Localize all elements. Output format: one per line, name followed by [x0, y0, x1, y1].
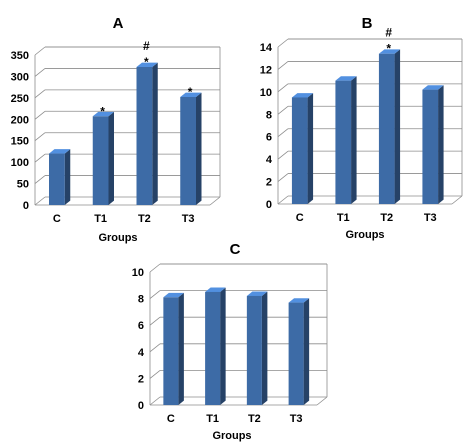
y-tick-label: 200 [11, 114, 29, 126]
significance-mark: # [385, 26, 392, 40]
x-tick-label: T1 [337, 212, 350, 224]
bar [136, 62, 158, 205]
bar [92, 111, 114, 205]
y-tick-label: 50 [17, 179, 29, 191]
bar [180, 92, 202, 205]
x-axis-title: Groups [98, 232, 137, 244]
x-tick-label: C [53, 213, 61, 225]
y-tick-label: 100 [11, 157, 29, 169]
y-tick-label: 0 [266, 199, 272, 211]
significance-mark: * [100, 104, 105, 118]
bar [422, 85, 444, 204]
y-tick-label: 0 [138, 400, 144, 412]
bar [246, 291, 268, 405]
y-tick-label: 10 [260, 87, 272, 99]
bar [291, 93, 314, 204]
x-axis-title: Groups [212, 430, 251, 442]
chart-title: A [113, 15, 124, 32]
significance-mark: * [144, 55, 149, 69]
bar [163, 292, 184, 405]
y-tick-label: 150 [11, 136, 29, 148]
bar [335, 76, 357, 204]
y-tick-label: 4 [138, 347, 145, 359]
y-tick-label: 0 [23, 200, 29, 212]
bar [49, 149, 71, 205]
chart-panel-c: C Groups 0 2 4 6 8 10 C T1 T2 T3 [132, 241, 328, 442]
chart-panel-b: B Groups 0 2 4 6 8 10 12 14 C T1 T2 # * T3 [260, 15, 463, 241]
y-tick-label: 8 [266, 109, 272, 121]
y-tick-label: 10 [132, 267, 144, 279]
chart-panel-a: A Groups 0 50 100 150 200 250 300 350 C T1 * T2 # * T3… [11, 15, 221, 244]
y-tick-label: 300 [11, 71, 29, 83]
y-tick-label: 12 [260, 64, 272, 76]
significance-mark: * [188, 85, 193, 99]
x-tick-label: T3 [182, 213, 195, 225]
x-tick-label: T3 [424, 212, 437, 224]
y-tick-label: 6 [266, 132, 272, 144]
x-tick-label: T2 [138, 213, 151, 225]
y-tick-label: 8 [138, 294, 144, 306]
x-tick-label: T1 [206, 413, 219, 425]
significance-mark: # [143, 39, 150, 53]
y-tick-label: 2 [266, 177, 272, 189]
x-tick-label: T2 [248, 413, 261, 425]
x-tick-label: T2 [380, 212, 393, 224]
bar [378, 49, 401, 205]
bar [205, 287, 226, 405]
y-tick-label: 6 [138, 320, 144, 332]
x-tick-label: C [296, 212, 304, 224]
x-tick-label: T1 [94, 213, 107, 225]
x-tick-label: C [167, 413, 175, 425]
y-tick-label: 2 [138, 373, 144, 385]
chart-title: B [362, 15, 373, 32]
y-tick-label: 350 [11, 50, 29, 62]
chart-title: C [230, 241, 241, 258]
significance-mark: * [386, 42, 391, 56]
y-tick-label: 4 [266, 154, 273, 166]
bar [288, 298, 310, 405]
y-tick-label: 14 [260, 42, 273, 54]
y-tick-label: 250 [11, 93, 29, 105]
x-tick-label: T3 [290, 413, 303, 425]
x-axis-title: Groups [345, 229, 384, 241]
